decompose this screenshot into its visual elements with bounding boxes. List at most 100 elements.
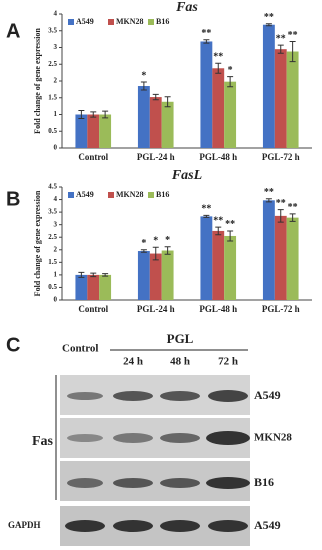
legend-swatch (68, 19, 74, 25)
significance: ** (201, 204, 211, 215)
bar (87, 114, 100, 148)
x-tick-label: PGL-24 h (137, 152, 175, 162)
legend-swatch (68, 192, 74, 198)
control-label: Control (62, 343, 98, 355)
y-tick-label: 2.5 (48, 233, 57, 241)
significance: ** (288, 202, 298, 213)
error-bar (140, 81, 147, 91)
y-tick-label: 2.5 (48, 60, 57, 68)
significance: ** (264, 12, 274, 23)
x-tick-label: Control (78, 304, 108, 314)
y-tick-label: 4 (54, 195, 58, 203)
legend-swatch (108, 192, 114, 198)
y-tick-label: 3 (54, 43, 58, 51)
treatment-label: PGL (167, 331, 194, 346)
bar (87, 274, 100, 300)
legend-label: MKN28 (116, 17, 144, 26)
y-tick-label: 0.5 (48, 283, 57, 291)
y-tick-label: 0 (54, 144, 58, 152)
y-tick-label: 3.5 (48, 208, 57, 216)
error-bar (90, 272, 97, 278)
bar (262, 200, 275, 300)
legend-swatch (148, 192, 154, 198)
error-bar (203, 214, 210, 218)
bar (286, 51, 299, 148)
significance: ** (213, 215, 223, 226)
row-label: A549 (254, 518, 281, 532)
significance: * (141, 238, 146, 249)
row-label: B16 (254, 475, 274, 489)
significance: * (141, 70, 146, 81)
bar (200, 41, 213, 148)
error-bar (277, 209, 284, 223)
time-label: 48 h (170, 356, 190, 368)
y-tick-label: 4 (54, 10, 58, 18)
bar (286, 217, 299, 300)
error-bar (289, 213, 296, 222)
y-tick-label: 4.5 (48, 183, 57, 191)
bar (224, 81, 237, 148)
error-bar (102, 110, 109, 119)
significance: ** (225, 219, 235, 230)
row-label: MKN28 (254, 432, 292, 444)
bar (149, 97, 162, 148)
error-bar (78, 271, 85, 278)
error-bar (90, 111, 97, 118)
bar (149, 253, 162, 300)
y-tick-label: 3 (54, 220, 58, 228)
error-bar (215, 226, 222, 236)
y-tick-label: 1.5 (48, 258, 57, 266)
significance: ** (288, 30, 298, 41)
significance: ** (276, 198, 286, 209)
error-bar (164, 246, 171, 255)
significance: ** (276, 33, 286, 44)
time-label: 24 h (123, 356, 143, 368)
bar (200, 216, 213, 300)
chart-title: Fas (175, 0, 198, 15)
error-bar (203, 39, 210, 44)
error-bar (164, 96, 171, 108)
bar (137, 251, 150, 300)
error-bar (277, 44, 284, 54)
y-tick-label: 1 (54, 110, 58, 118)
bar (137, 86, 150, 148)
loading-label: GAPDH (8, 520, 41, 530)
x-tick-label: PGL-72 h (262, 304, 300, 314)
bar (161, 101, 174, 148)
y-tick-label: 0 (54, 296, 58, 304)
legend-label: MKN28 (116, 190, 144, 199)
error-bar (152, 246, 159, 261)
y-tick-label: 2 (54, 77, 58, 85)
x-tick-label: PGL-48 h (199, 304, 237, 314)
error-bar (215, 62, 222, 74)
bar (161, 250, 174, 300)
y-tick-label: 2 (54, 245, 58, 253)
blot-image (60, 375, 250, 546)
bar (224, 235, 237, 300)
significance: ** (264, 187, 274, 198)
y-axis-label: Fold change of gene expression (33, 28, 42, 134)
y-tick-label: 1 (54, 270, 58, 278)
row-label: A549 (254, 388, 281, 402)
error-bar (265, 23, 272, 27)
y-tick-label: 1.5 (48, 93, 57, 101)
bar (262, 24, 275, 148)
error-bar (227, 76, 234, 88)
legend-label: B16 (156, 17, 169, 26)
panel-label: B (6, 188, 20, 210)
legend-label: B16 (156, 190, 169, 199)
significance: ** (213, 52, 223, 63)
bar (99, 274, 112, 300)
bar (75, 274, 88, 300)
y-tick-label: 3.5 (48, 26, 57, 34)
time-label: 72 h (218, 356, 238, 368)
legend-label: A549 (76, 190, 94, 199)
error-bar (78, 109, 85, 120)
x-tick-label: Control (78, 152, 108, 162)
bar (75, 114, 88, 148)
legend-swatch (148, 19, 154, 25)
x-tick-label: PGL-48 h (199, 152, 237, 162)
bar (274, 49, 287, 148)
error-bar (265, 198, 272, 203)
